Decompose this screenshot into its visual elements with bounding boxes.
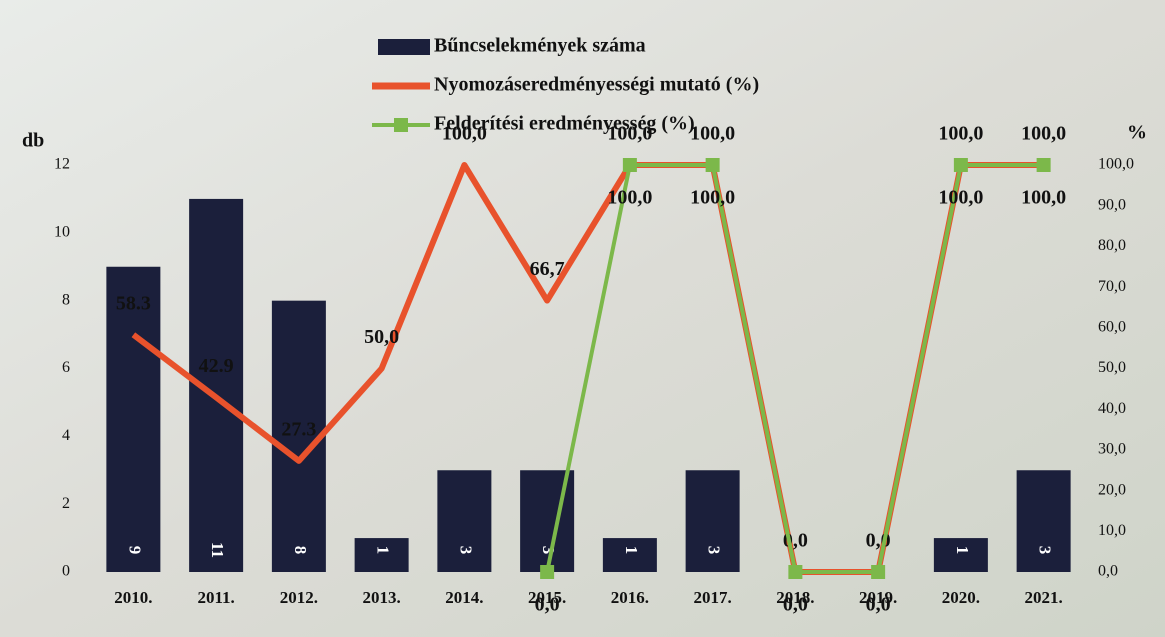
line-value-label: 100,0	[442, 123, 487, 145]
x-tick-label: 2017.	[694, 588, 732, 607]
y-tick-label: 0	[62, 563, 70, 580]
y2-tick-label: 100,0	[1098, 156, 1134, 173]
bar-value-label: 1	[953, 546, 972, 555]
x-tick-label: 2019.	[859, 588, 897, 607]
legend-label: Nyomozáseredményességi mutató (%)	[434, 74, 759, 96]
line-value-label: 100,0	[1021, 187, 1066, 209]
line-marker	[871, 565, 886, 579]
line-value-label: 0,0	[535, 594, 560, 616]
y2-tick-label: 0,0	[1098, 563, 1118, 580]
x-tick-label: 2010.	[114, 588, 152, 607]
y-tick-label: 10	[54, 224, 70, 241]
bar	[685, 470, 740, 572]
line-value-label: 58.3	[116, 292, 151, 314]
y2-tick-label: 60,0	[1098, 318, 1126, 335]
line-marker	[953, 158, 968, 172]
bar-value-label: 3	[456, 546, 475, 555]
bar-value-label: 3	[1036, 546, 1055, 555]
bar	[106, 266, 161, 572]
line-value-label: 100,0	[1021, 123, 1066, 145]
bar	[1016, 470, 1071, 572]
line-marker	[622, 158, 637, 172]
bar-value-label: 1	[374, 546, 393, 555]
line-marker	[540, 565, 555, 579]
y2-tick-label: 70,0	[1098, 278, 1126, 295]
line-value-label: 100,0	[607, 123, 652, 145]
x-tick-label: 2015.	[528, 588, 566, 607]
bar-value-label: 1	[622, 546, 641, 555]
line-marker	[1036, 158, 1051, 172]
bar	[602, 538, 657, 572]
y-tick-label: 4	[62, 427, 70, 444]
legend-marker	[394, 118, 408, 132]
x-tick-label: 2013.	[363, 588, 401, 607]
y2-tick-label: 40,0	[1098, 400, 1126, 417]
bar-value-label: 3	[539, 546, 558, 555]
bar-value-label: 3	[705, 546, 724, 555]
line-value-label: 100,0	[938, 187, 983, 209]
line-value-label: 66,7	[530, 258, 565, 280]
line-value-label: 0,0	[783, 594, 808, 616]
x-tick-label: 2016.	[611, 588, 649, 607]
line-value-label: 50,0	[364, 326, 399, 348]
line-value-label: 27.3	[281, 418, 316, 440]
y2-tick-label: 80,0	[1098, 237, 1126, 254]
y2-tick-label: 20,0	[1098, 481, 1126, 498]
line-value-label: 100,0	[938, 123, 983, 145]
y-tick-label: 2	[62, 495, 70, 512]
bar	[354, 538, 409, 572]
x-tick-label: 2020.	[942, 588, 980, 607]
y-tick-label: 12	[54, 156, 70, 173]
y-tick-label: 6	[62, 359, 70, 376]
bar-value-label: 11	[208, 542, 227, 558]
legend-label: Bűncselekmények száma	[434, 35, 646, 57]
bar-value-label: 9	[125, 546, 144, 555]
y-tick-label: 8	[62, 291, 70, 308]
x-tick-label: 2011.	[197, 588, 234, 607]
bar	[933, 538, 988, 572]
y2-tick-label: 10,0	[1098, 522, 1126, 539]
line-marker	[788, 565, 803, 579]
x-tick-label: 2014.	[445, 588, 483, 607]
line-value-label: 100,0	[607, 187, 652, 209]
y2-axis-label: %	[1127, 122, 1147, 144]
line-value-label: 42.9	[199, 355, 234, 377]
line-value-label: 100,0	[690, 187, 735, 209]
bar	[437, 470, 492, 572]
y2-tick-label: 90,0	[1098, 196, 1126, 213]
y-axis-label: db	[22, 130, 44, 152]
y2-tick-label: 30,0	[1098, 441, 1126, 458]
line-marker	[705, 158, 720, 172]
bar-value-label: 8	[291, 546, 310, 555]
x-tick-label: 2018.	[776, 588, 814, 607]
y2-tick-label: 50,0	[1098, 359, 1126, 376]
x-tick-label: 2021.	[1025, 588, 1063, 607]
line-value-label: 100,0	[690, 123, 735, 145]
x-tick-label: 2012.	[280, 588, 318, 607]
line-value-label: 0,0	[866, 594, 891, 616]
legend-swatch	[378, 39, 430, 55]
legend-label: Felderítési eredményesség (%)	[434, 113, 695, 135]
